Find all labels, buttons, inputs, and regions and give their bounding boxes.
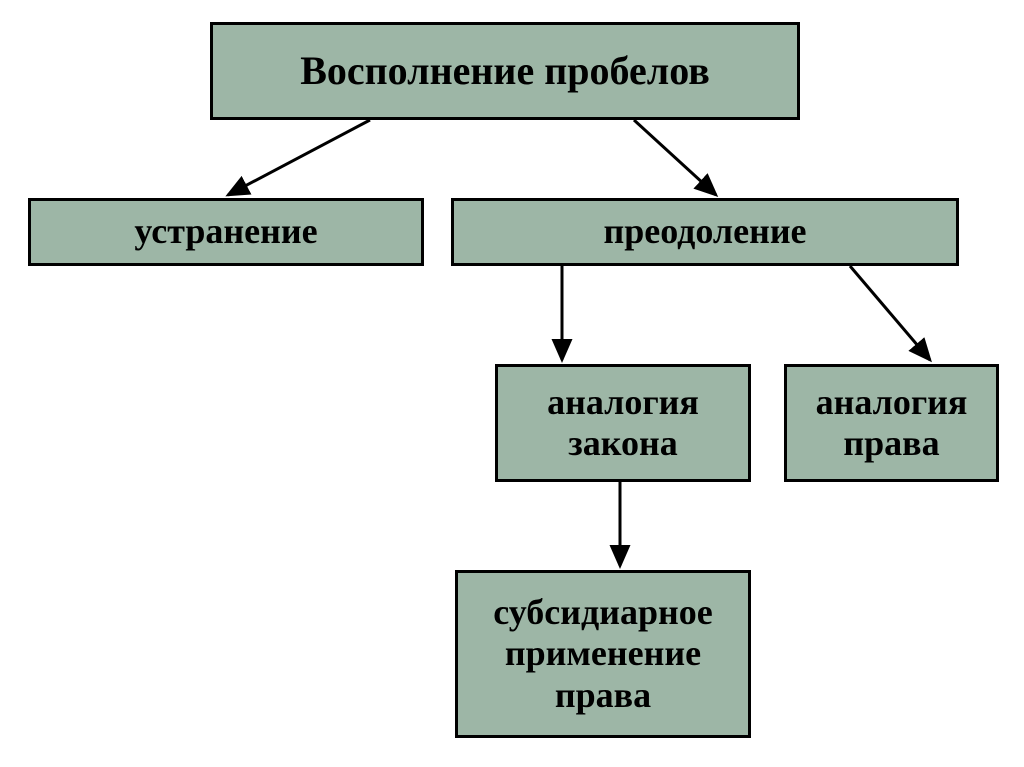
node-analogy-right: аналогия права [784,364,999,482]
edge-arrow [228,120,370,195]
edge-arrow [634,120,716,195]
node-label: устранение [134,211,317,252]
node-label: субсидиарное применение права [466,592,740,716]
edge-arrow [850,266,930,360]
node-label: аналогия права [795,382,988,465]
node-overcoming: преодоление [451,198,959,266]
node-elimination: устранение [28,198,424,266]
node-label: преодоление [603,211,806,252]
node-subsidiary: субсидиарное применение права [455,570,751,738]
node-root: Восполнение пробелов [210,22,800,120]
node-analogy-law: аналогия закона [495,364,751,482]
node-label: аналогия закона [506,382,740,465]
node-label: Восполнение пробелов [300,48,710,94]
